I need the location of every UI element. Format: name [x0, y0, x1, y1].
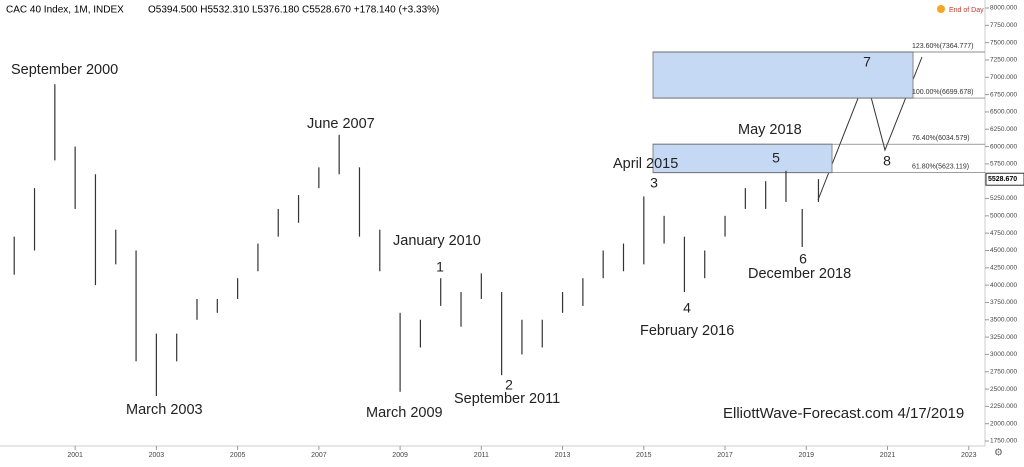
annotation: January 2010 [393, 233, 481, 249]
fib-label: 61.80%(5623.119) [912, 164, 969, 171]
fib-label: 100.00%(6699.678) [912, 89, 974, 96]
annotation: 6 [799, 251, 807, 267]
y-tick-label: 3250.000 [990, 334, 1017, 341]
y-tick-label: 4500.000 [990, 247, 1017, 254]
y-tick-label: 3750.000 [990, 299, 1017, 306]
status: End of Day [949, 7, 984, 14]
x-tick-label: 2009 [392, 452, 408, 459]
settings-icon: ⚙ [994, 448, 1003, 459]
x-tick-label: 2021 [880, 452, 896, 459]
x-tick-label: 2013 [555, 452, 571, 459]
x-tick-label: 2017 [717, 452, 733, 459]
y-tick-label: 2000.000 [990, 420, 1017, 427]
y-tick-label: 7500.000 [990, 39, 1017, 46]
x-tick-label: 2007 [311, 452, 327, 459]
x-tick-label: 2023 [961, 452, 977, 459]
x-tick-label: 2005 [230, 452, 246, 459]
y-tick-label: 7000.000 [990, 74, 1017, 81]
y-tick-label: 4000.000 [990, 282, 1017, 289]
annotation: 7 [863, 54, 871, 70]
fib-label: 123.60%(7364.777) [912, 43, 974, 50]
ohlc-legend: O5394.500 H5532.310 L5376.180 C5528.670 … [148, 5, 439, 16]
y-tick-label: 6500.000 [990, 109, 1017, 116]
y-tick-label: 5250.000 [990, 195, 1017, 202]
x-tick-label: 2011 [474, 452, 489, 459]
watermark: ElliottWave-Forecast.com 4/17/2019 [723, 405, 964, 422]
y-tick-label: 7750.000 [990, 22, 1017, 29]
annotation: 5 [772, 150, 780, 166]
annotation: 4 [683, 300, 691, 316]
y-tick-label: 1750.000 [990, 438, 1017, 445]
annotation: September 2011 [454, 391, 560, 407]
annotation: September 2000 [11, 62, 118, 78]
x-tick-label: 2001 [67, 452, 83, 459]
x-tick-label: 2003 [149, 452, 165, 459]
y-tick-label: 3500.000 [990, 316, 1017, 323]
annotation: 3 [650, 175, 658, 191]
y-tick-label: 2500.000 [990, 386, 1017, 393]
annotation: May 2018 [738, 122, 802, 138]
annotation: March 2009 [366, 405, 443, 421]
last-price-label: 5528.670 [988, 176, 1017, 183]
annotation: 2 [505, 377, 513, 393]
annotation: April 2015 [613, 156, 678, 172]
annotation: February 2016 [640, 323, 734, 339]
y-tick-label: 2750.000 [990, 368, 1017, 375]
y-tick-label: 6750.000 [990, 91, 1017, 98]
y-tick-label: 5750.000 [990, 161, 1017, 168]
y-tick-label: 5000.000 [990, 213, 1017, 220]
annotation: December 2018 [748, 266, 851, 282]
status-icon [937, 5, 945, 13]
y-tick-label: 8000.000 [990, 5, 1017, 12]
y-tick-label: 7250.000 [990, 57, 1017, 64]
projection-path [817, 56, 923, 201]
target-zone [652, 143, 833, 174]
y-tick-label: 4750.000 [990, 230, 1017, 237]
y-tick-label: 3000.000 [990, 351, 1017, 358]
annotation: March 2003 [126, 402, 203, 418]
y-tick-label: 4250.000 [990, 265, 1017, 272]
annotation: June 2007 [307, 116, 375, 132]
annotation: 1 [436, 259, 444, 275]
y-tick-label: 6250.000 [990, 126, 1017, 133]
x-tick-label: 2015 [636, 452, 652, 459]
y-tick-label: 2250.000 [990, 403, 1017, 410]
y-tick-label: 6000.000 [990, 143, 1017, 150]
annotation: 8 [883, 153, 891, 169]
last-price-box [985, 172, 1024, 186]
x-tick-label: 2019 [798, 452, 814, 459]
fib-label: 76.40%(6034.579) [912, 135, 970, 142]
target-zone [652, 51, 914, 99]
projection [817, 56, 923, 201]
title: CAC 40 Index, 1M, INDEX [6, 5, 124, 16]
